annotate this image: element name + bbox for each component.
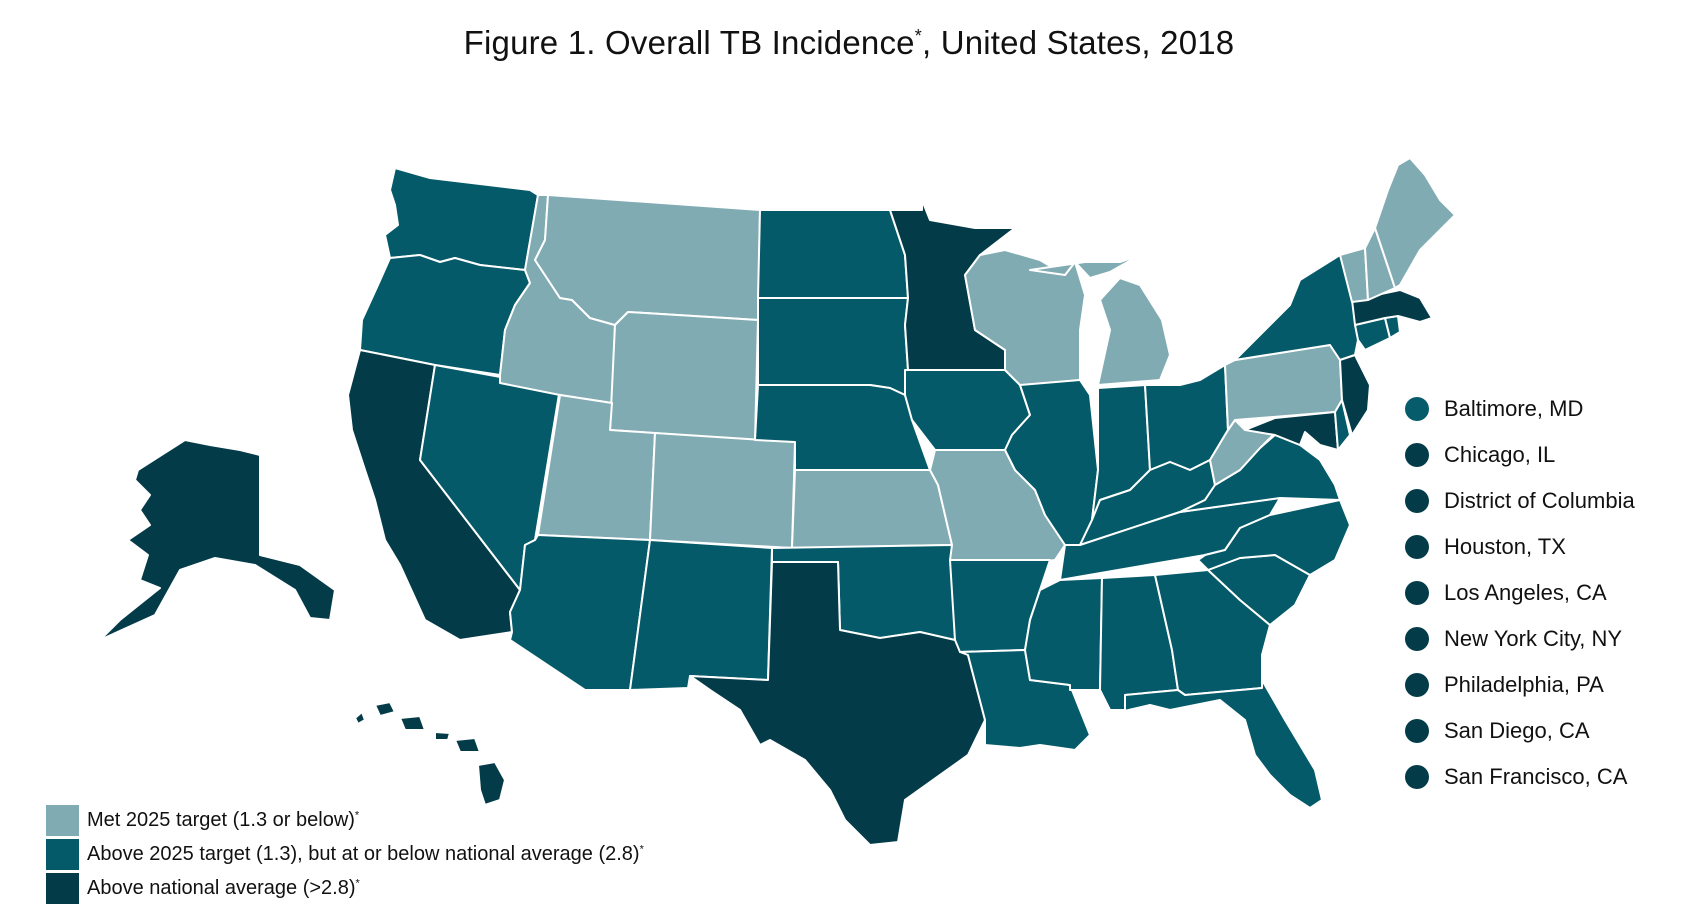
city-item: San Francisco, CA xyxy=(1405,754,1635,800)
city-item: Chicago, IL xyxy=(1405,432,1635,478)
state-AZ xyxy=(509,534,651,691)
state-MI xyxy=(1029,254,1171,386)
legend: Met 2025 target (1.3 or below)* Above 20… xyxy=(46,803,644,905)
legend-item-above-target: Above 2025 target (1.3), but at or below… xyxy=(46,837,644,871)
city-label: Baltimore, MD xyxy=(1444,396,1584,421)
state-NM xyxy=(629,539,773,691)
city-item: Houston, TX xyxy=(1405,524,1635,570)
city-dot-icon xyxy=(1405,397,1429,421)
legend-footnote: * xyxy=(639,842,644,855)
state-TX xyxy=(689,561,986,846)
legend-label-text: Above national average (>2.8) xyxy=(87,876,356,899)
state-WA xyxy=(384,167,539,271)
city-label: Houston, TX xyxy=(1444,534,1566,559)
state-IL xyxy=(1004,379,1099,546)
city-item: Philadelphia, PA xyxy=(1405,662,1635,708)
legend-label: Above national average (>2.8)* xyxy=(87,877,360,900)
state-NE xyxy=(754,384,931,471)
city-dot-icon xyxy=(1405,719,1429,743)
hawaii-island-2 xyxy=(374,701,396,717)
figure-title: Figure 1. Overall TB Incidence*, United … xyxy=(0,24,1698,62)
city-label: Chicago, IL xyxy=(1444,442,1556,467)
state-ME xyxy=(1374,157,1456,289)
state-ND xyxy=(757,209,909,299)
state-NY xyxy=(1234,254,1359,361)
hawaii-island-3 xyxy=(399,715,426,731)
city-item: District of Columbia xyxy=(1405,478,1635,524)
city-label: San Francisco, CA xyxy=(1444,764,1628,789)
legend-footnote: * xyxy=(355,876,360,889)
legend-swatch xyxy=(46,804,79,836)
title-text: Figure 1. Overall TB Incidence xyxy=(463,24,915,61)
city-dot-icon xyxy=(1405,627,1429,651)
city-label: Los Angeles, CA xyxy=(1444,580,1607,605)
city-dot-icon xyxy=(1405,765,1429,789)
state-NC xyxy=(1197,499,1351,576)
hawaii-island-6 xyxy=(477,761,506,806)
city-item: San Diego, CA xyxy=(1405,708,1635,754)
city-dot-icon xyxy=(1405,489,1429,513)
state-NJ xyxy=(1339,354,1371,436)
legend-label-text: Met 2025 target (1.3 or below) xyxy=(87,808,355,831)
city-dot-icon xyxy=(1405,673,1429,697)
city-label: New York City, NY xyxy=(1444,626,1623,651)
city-dot-icon xyxy=(1405,581,1429,605)
city-item: New York City, NY xyxy=(1405,616,1635,662)
state-MD xyxy=(1244,411,1339,451)
legend-label-text: Above 2025 target (1.3), but at or below… xyxy=(87,842,640,865)
title-suffix: , United States, 2018 xyxy=(921,24,1235,61)
state-SD xyxy=(757,297,909,396)
state-WY xyxy=(609,311,759,441)
legend-label: Met 2025 target (1.3 or below)* xyxy=(87,809,359,832)
state-KS xyxy=(791,469,953,549)
city-dot-icon xyxy=(1405,443,1429,467)
legend-swatch xyxy=(46,872,79,904)
hawaii-island-1 xyxy=(354,711,366,725)
legend-swatch xyxy=(46,838,79,870)
city-dot-icon xyxy=(1405,535,1429,559)
state-HI xyxy=(354,701,506,806)
city-label: District of Columbia xyxy=(1444,488,1635,513)
state-DE xyxy=(1334,399,1351,451)
title-footnote: * xyxy=(914,26,922,46)
state-CO xyxy=(649,432,796,549)
hawaii-island-5 xyxy=(454,737,481,753)
city-label: San Diego, CA xyxy=(1444,718,1590,743)
city-item: Los Angeles, CA xyxy=(1405,570,1635,616)
legend-footnote: * xyxy=(354,808,360,821)
state-AK xyxy=(99,439,336,641)
legend-item-met: Met 2025 target (1.3 or below)* xyxy=(46,803,644,837)
hawaii-island-4 xyxy=(434,731,451,741)
legend-item-above-national: Above national average (>2.8)* xyxy=(46,871,644,905)
city-list: Baltimore, MD Chicago, IL District of Co… xyxy=(1405,386,1635,800)
legend-label: Above 2025 target (1.3), but at or below… xyxy=(87,843,644,866)
city-label: Philadelphia, PA xyxy=(1444,672,1604,697)
state-FL xyxy=(1109,679,1323,809)
city-item: Baltimore, MD xyxy=(1405,386,1635,432)
